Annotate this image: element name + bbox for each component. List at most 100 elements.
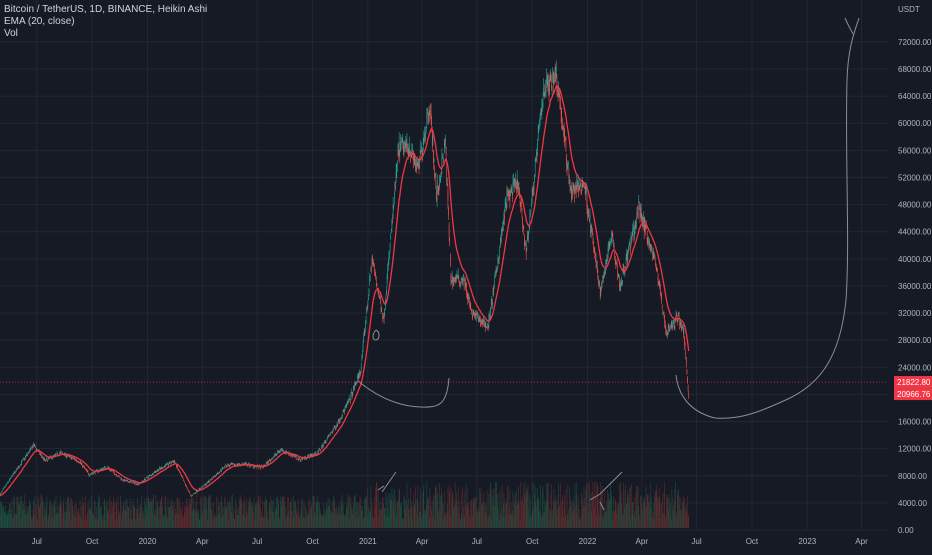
volume-bar [70,499,71,528]
volume-bar [378,488,379,528]
candle-body [446,147,447,155]
volume-bar [540,485,541,528]
candle-body [61,452,62,453]
price-label-text: 21822.80 [897,378,931,387]
volume-bar [11,514,12,528]
candle-body [615,259,616,261]
volume-bar [590,494,591,528]
volume-bar [266,499,267,528]
volume-bar [186,498,187,528]
price-axis[interactable]: 0.004000.008000.0012000.0016000.0020000.… [898,38,932,535]
legend-ema[interactable]: EMA (20, close) [4,16,207,28]
candle-body [9,481,10,482]
volume-bar [315,513,316,528]
candle-body [337,424,338,425]
volume-bar [366,498,367,528]
volume-bar [130,498,131,528]
candle-body [21,464,22,465]
volume-bar [402,519,403,528]
volume-bar [669,510,670,528]
candle-body [0,493,1,494]
volume-bar [468,502,469,528]
candle-body [434,159,435,161]
volume-bar [664,482,665,528]
volume-bar [153,515,154,528]
volume-bar [329,506,330,528]
candle-body [620,284,621,287]
volume-bar [155,516,156,528]
volume-bar [307,516,308,528]
candle-body [208,481,209,482]
volume-bar [20,502,21,528]
volume-bar [538,498,539,528]
candle-body [253,466,254,467]
volume-bar [328,498,329,528]
candle-body [464,277,465,281]
candle-body [581,190,582,192]
volume-bar [162,496,163,528]
volume-bar [544,512,545,528]
volume-bar [132,505,133,528]
candle-body [448,191,449,201]
candle-body [569,181,570,182]
volume-bar [558,494,559,528]
volume-bar [227,506,228,528]
candle-body [334,426,335,428]
candle-body [554,80,555,83]
volume-bar [603,518,604,528]
volume-bar [289,518,290,528]
volume-bar [27,511,28,528]
candle-body [338,420,339,423]
candle-body [522,218,523,225]
volume-bar [564,495,565,528]
volume-bar [681,497,682,528]
candle-body [313,454,314,455]
volume-bar [499,493,500,528]
candle-body [491,301,492,304]
volume-bar [41,495,42,528]
volume-bar [234,519,235,528]
volume-bar [428,498,429,528]
candle-body [210,480,211,481]
candle-body [35,446,36,447]
volume-bar [115,520,116,528]
legend-symbol[interactable]: Bitcoin / TetherUS, 1D, BINANCE, Heikin … [4,4,207,16]
volume-bar [458,486,459,528]
volume-bar [333,513,334,528]
candle-body [462,283,463,284]
volume-bar [434,519,435,528]
volume-bar [166,516,167,528]
candle-body [231,464,232,465]
volume-bar [117,519,118,528]
candle-body [490,308,491,313]
volume-bar [226,507,227,528]
volume-bar [101,506,102,528]
volume-bar [197,510,198,528]
volume-bar [230,502,231,528]
volume-bar [430,496,431,528]
candle-body [19,467,20,468]
candle-body [671,326,672,327]
candle-body [233,464,234,465]
candle-body [522,209,523,211]
volume-bar [165,497,166,528]
volume-bar [583,505,584,528]
candle-body [478,318,479,322]
volume-bar [593,496,594,528]
candle-body [352,392,353,394]
candle-body [466,283,467,285]
candle-body [471,309,472,310]
legend-volume[interactable]: Vol [4,28,207,40]
volume-bar [26,506,27,528]
candle-body [332,433,333,434]
volume-bar [490,485,491,528]
candle-body [191,495,192,496]
candle-body [555,72,556,76]
volume-bar [40,504,41,528]
candle-body [632,236,633,237]
volume-bar [4,511,5,528]
volume-bar [666,515,667,528]
